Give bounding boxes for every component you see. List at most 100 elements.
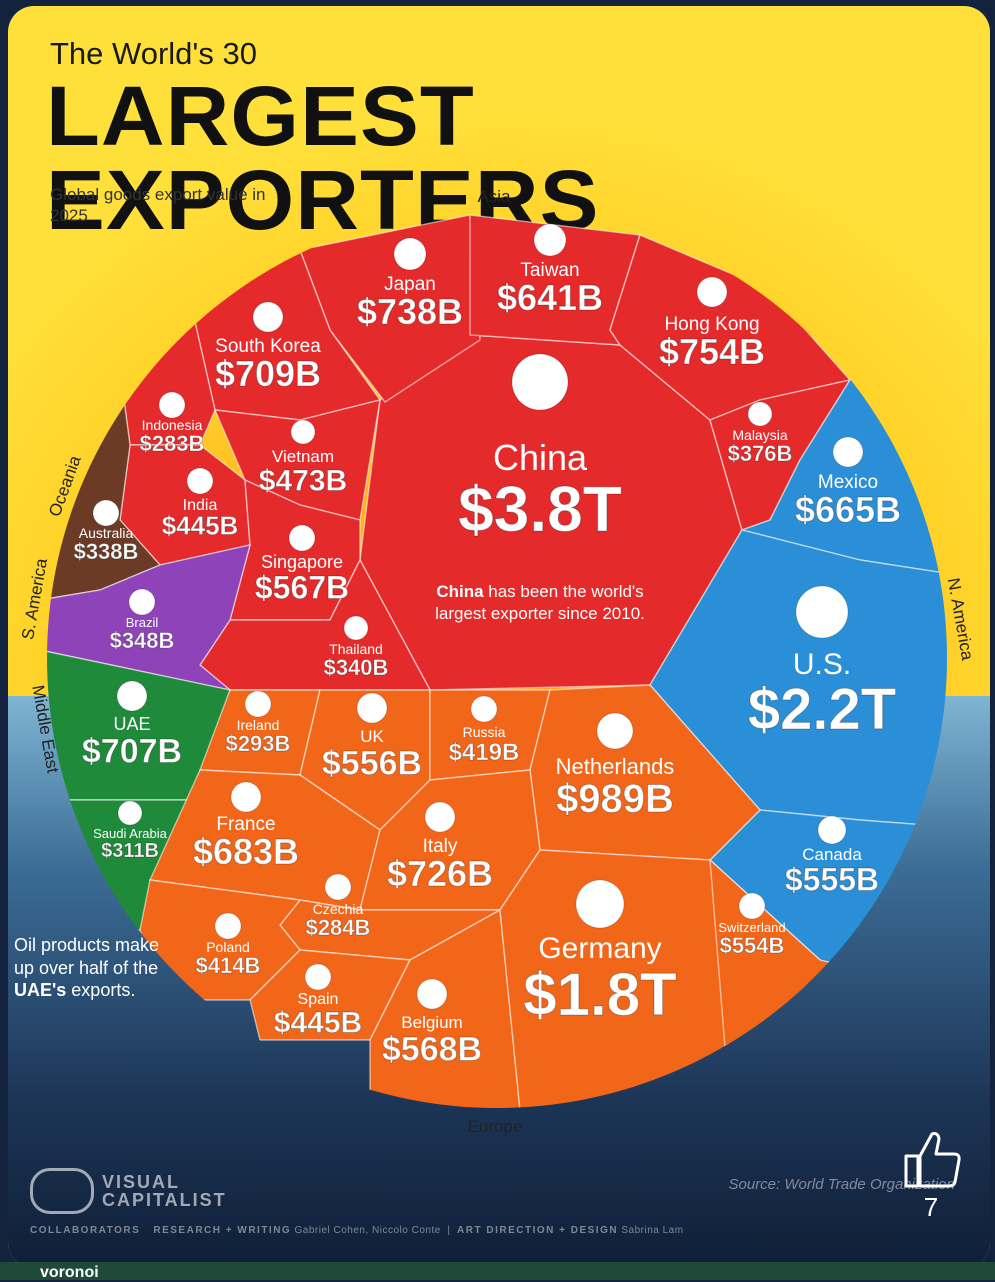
country-name-indonesia: Indonesia [142, 417, 203, 433]
country-value-canada: $555B [785, 861, 879, 897]
country-value-brazil: $348B [110, 628, 175, 653]
flag-ireland-icon [244, 690, 272, 718]
like-count: 7 [923, 1192, 939, 1222]
country-value-netherlands: $989B [556, 777, 674, 821]
country-name-south-korea: South Korea [215, 336, 321, 357]
flag-india-icon [186, 467, 214, 495]
country-name-australia: Australia [79, 525, 134, 541]
bottom-brand: voronoi [40, 1264, 99, 1281]
country-name-singapore: Singapore [261, 552, 343, 572]
source-text: Source: World Trade Organization [728, 1176, 956, 1193]
like-button[interactable]: 7 [896, 1126, 966, 1223]
country-name-netherlands: Netherlands [556, 754, 675, 779]
flag-taiwan-icon [533, 223, 567, 257]
country-name-ireland: Ireland [237, 717, 280, 733]
flag-malaysia-icon [747, 401, 773, 427]
flag-spain-icon [304, 963, 332, 991]
region-label-asia: Asia [477, 187, 511, 206]
country-value-vietnam: $473B [259, 465, 347, 498]
region-label-n-america: N. America [944, 576, 977, 662]
country-value-czechia: $284B [306, 915, 371, 940]
country-value-italy: $726B [387, 853, 493, 894]
country-value-australia: $338B [74, 539, 139, 564]
country-value-germany: $1.8T [523, 961, 676, 1028]
collaborators: COLLABORATORS RESEARCH + WRITING Gabriel… [30, 1225, 684, 1236]
country-name-uk: UK [360, 727, 384, 746]
country-value-france: $683B [193, 831, 299, 872]
country-value-india: $445B [162, 511, 239, 541]
flag-vietnam-icon [290, 419, 316, 445]
brand-logo: VISUAL CAPITALIST [30, 1168, 227, 1214]
flag-saudi-arabia-icon [117, 800, 143, 826]
country-value-belgium: $568B [382, 1030, 482, 1068]
china-note: China has been the world's [436, 582, 643, 601]
country-name-spain: Spain [298, 991, 339, 1008]
flag-poland-icon [214, 912, 242, 940]
country-name-mexico: Mexico [818, 472, 878, 493]
logo-icon [30, 1168, 94, 1214]
country-name-india: India [183, 497, 218, 514]
country-value-malaysia: $376B [728, 441, 793, 466]
flag-mexico-icon [832, 436, 864, 468]
country-name-czechia: Czechia [313, 901, 364, 917]
flag-hong-kong-icon [696, 276, 728, 308]
country-value-saudi-arabia: $311B [101, 840, 159, 862]
flag-russia-icon [470, 695, 498, 723]
country-value-switzerland: $554B [720, 933, 785, 958]
country-value-uk: $556B [322, 744, 422, 782]
country-value-hong-kong: $754B [659, 331, 765, 372]
country-value-indonesia: $283B [140, 431, 205, 456]
country-name-france: France [216, 814, 275, 835]
thumbs-up-icon [904, 1132, 961, 1188]
country-name-belgium: Belgium [401, 1013, 462, 1032]
subtitle: Global goods export value in 2025 [50, 185, 266, 226]
region-label-s-america: S. America [18, 556, 51, 641]
flag-china-icon [511, 353, 569, 411]
logo-line-1: VISUAL [102, 1172, 181, 1192]
flag-south-korea-icon [252, 301, 284, 333]
country-value-china: $3.8T [458, 473, 622, 545]
flag-thailand-icon [343, 615, 369, 641]
country-name-hong-kong: Hong Kong [664, 314, 759, 335]
country-name-germany: Germany [538, 932, 661, 965]
country-name-u-s: U.S. [793, 648, 851, 681]
country-value-u-s: $2.2T [748, 677, 896, 742]
country-name-taiwan: Taiwan [520, 260, 579, 281]
country-name-saudi-arabia: Saudi Arabia [93, 826, 167, 841]
country-value-japan: $738B [357, 291, 463, 332]
country-name-uae: UAE [113, 714, 150, 734]
country-value-singapore: $567B [255, 569, 349, 605]
country-name-italy: Italy [423, 836, 458, 857]
country-value-spain: $445B [274, 1007, 362, 1040]
country-name-canada: Canada [802, 845, 862, 864]
country-name-china: China [493, 437, 588, 478]
logo-line-2: CAPITALIST [102, 1190, 227, 1210]
flag-uk-icon [356, 692, 388, 724]
country-value-mexico: $665B [795, 489, 901, 530]
country-name-russia: Russia [463, 724, 506, 740]
flag-canada-icon [817, 815, 847, 845]
region-label-europe: Europe [468, 1117, 523, 1136]
country-value-uae: $707B [82, 732, 182, 770]
country-name-malaysia: Malaysia [732, 427, 787, 443]
country-value-ireland: $293B [226, 731, 291, 756]
flag-switzerland-icon [738, 892, 766, 920]
flag-netherlands-icon [596, 712, 634, 750]
flag-uae-icon [116, 680, 148, 712]
country-value-poland: $414B [196, 953, 261, 978]
flag-indonesia-icon [158, 391, 186, 419]
uae-annotation: Oil products make up over half of the UA… [14, 935, 160, 1000]
cell-spain [249, 949, 412, 1041]
title-small: The World's 30 [50, 36, 257, 71]
country-value-thailand: $340B [324, 655, 389, 680]
cell-belgium [369, 908, 521, 1108]
country-value-russia: $419B [449, 739, 520, 766]
country-value-taiwan: $641B [497, 277, 603, 318]
country-name-thailand: Thailand [329, 641, 383, 657]
flag-u-s-icon [795, 585, 849, 639]
flag-france-icon [230, 781, 262, 813]
bottom-bar: voronoi [0, 1262, 995, 1281]
country-name-poland: Poland [206, 939, 250, 955]
flag-italy-icon [424, 801, 456, 833]
